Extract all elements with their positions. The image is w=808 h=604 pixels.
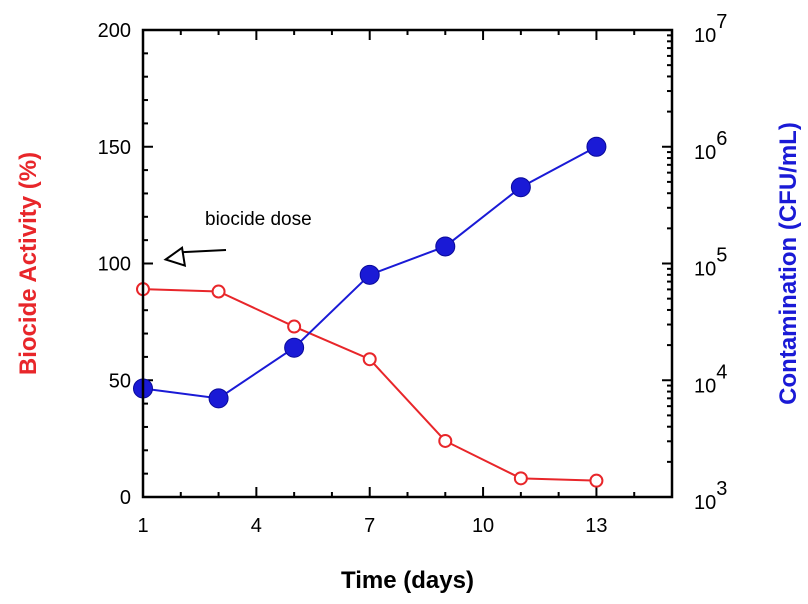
annotation-arrow-shaft — [175, 249, 227, 254]
series-1-point — [284, 337, 305, 358]
right-y-axis-title: Contamination (CFU/mL) — [775, 122, 802, 405]
x-tick-label: 1 — [137, 515, 148, 537]
x-tick-label: 7 — [364, 515, 375, 537]
series-layer — [133, 136, 607, 488]
labels: 1 4 7 10 13 0 50 100 150 200 103 104 105 106 107 — [98, 11, 728, 537]
right-y-tick-label: 107 — [694, 11, 727, 47]
series-0-point — [362, 352, 377, 367]
plot-frame — [141, 28, 674, 499]
left-y-axis-title: Biocide Activity (%) — [15, 152, 42, 375]
series-0-point — [211, 284, 226, 299]
series-1-point — [510, 177, 531, 198]
series-0-line — [142, 288, 597, 482]
x-tick-label: 4 — [251, 515, 262, 537]
annotation-label: biocide dose — [205, 209, 312, 230]
series-1-point — [208, 388, 229, 409]
series-0-point — [287, 319, 302, 334]
series-0-point — [513, 471, 528, 486]
series-1-point — [586, 136, 607, 157]
x-axis-title: Time (days) — [341, 567, 474, 594]
series-0-point — [589, 473, 604, 488]
right-y-tick-label: 106 — [694, 128, 727, 164]
left-y-tick-label: 100 — [98, 254, 131, 276]
left-y-tick-label: 0 — [120, 487, 131, 509]
right-y-tick-label: 103 — [694, 478, 727, 514]
right-y-tick-label: 104 — [694, 361, 727, 397]
right-y-tick-label: 105 — [694, 245, 727, 281]
annotation-arrow-head — [163, 246, 187, 268]
left-y-tick-label: 50 — [109, 370, 131, 392]
x-tick-label: 13 — [585, 515, 607, 537]
annotations: biocide dose — [163, 209, 312, 268]
left-y-tick-label: 200 — [98, 20, 131, 42]
series-1-point — [359, 264, 380, 285]
series-0-point — [438, 433, 453, 448]
series-1-point — [435, 236, 456, 257]
x-tick-label: 10 — [472, 515, 494, 537]
ticks — [142, 29, 673, 498]
left-y-tick-label: 150 — [98, 137, 131, 159]
